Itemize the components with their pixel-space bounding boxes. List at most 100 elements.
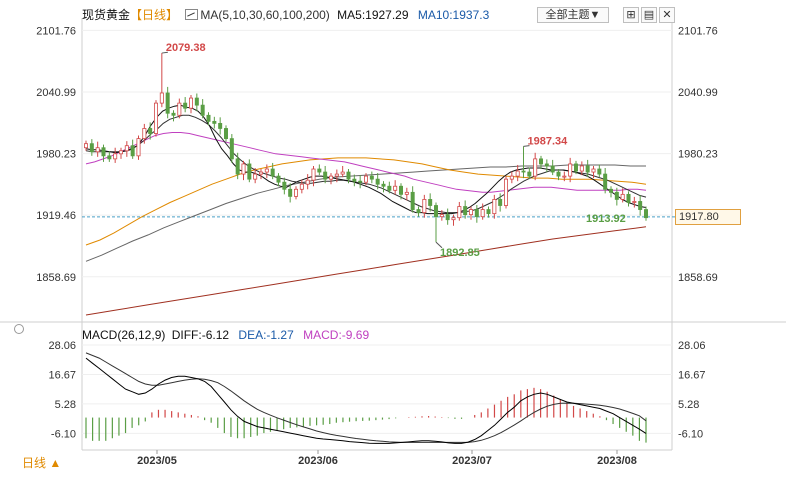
- candle: [486, 206, 491, 218]
- ma-toggle-icon[interactable]: [185, 9, 199, 20]
- y-tick-label: 1919.46: [36, 210, 76, 222]
- close-icon[interactable]: ✕: [659, 7, 675, 23]
- candle: [445, 208, 450, 225]
- candle-up: [119, 150, 124, 155]
- candle: [457, 201, 462, 221]
- candle: [509, 171, 514, 184]
- candle: [340, 165, 345, 178]
- macd-y-tick: 16.67: [48, 369, 76, 381]
- macd-y-tick: 16.67: [678, 369, 706, 381]
- candle: [136, 135, 141, 160]
- candle: [288, 183, 293, 203]
- panel-handle-icon[interactable]: [14, 324, 24, 334]
- candle-down: [486, 209, 491, 215]
- candle: [84, 140, 89, 151]
- candle-down: [544, 163, 549, 167]
- candle: [550, 159, 555, 176]
- candle: [533, 152, 538, 181]
- theme-dropdown[interactable]: 全部主题▼: [537, 7, 609, 23]
- candle: [422, 194, 427, 218]
- candle-down: [165, 92, 170, 114]
- candle: [363, 173, 368, 186]
- candle: [609, 186, 614, 198]
- candle-up: [509, 175, 514, 180]
- grid-view-icon[interactable]: ⊞: [623, 7, 639, 23]
- candle: [247, 159, 252, 183]
- candle: [428, 193, 433, 212]
- candle: [614, 187, 619, 206]
- candle: [317, 164, 322, 176]
- candle-up: [84, 143, 89, 149]
- candle: [451, 214, 456, 226]
- low-june-annotation-pointer: [435, 241, 443, 249]
- candle-up: [568, 163, 573, 177]
- ma10-line: [85, 114, 647, 214]
- candle-down: [282, 181, 287, 190]
- candle-down: [101, 147, 106, 157]
- high-july-annotation-pointer: [523, 145, 530, 147]
- candle-down: [276, 175, 281, 183]
- candle: [119, 147, 124, 159]
- candle: [393, 180, 398, 195]
- candle-down: [288, 188, 293, 197]
- candle: [404, 187, 409, 201]
- candle: [439, 210, 444, 221]
- candle: [468, 206, 473, 220]
- macd-value: MACD:-9.69: [303, 328, 370, 342]
- candle: [591, 165, 596, 179]
- y-tick-label: 1980.23: [678, 149, 718, 161]
- candle-up: [533, 158, 538, 177]
- candle-down: [498, 199, 503, 206]
- main-grid: [0, 18, 786, 451]
- candle-up: [113, 153, 118, 160]
- candle: [212, 116, 217, 129]
- candle-down: [130, 145, 135, 157]
- candle: [299, 179, 304, 194]
- candle-down: [585, 165, 590, 173]
- ma5-line: [85, 104, 647, 215]
- candle-down: [352, 178, 357, 182]
- x-tick-label: 2023/08: [597, 455, 637, 467]
- macd-y-tick: 5.28: [678, 399, 699, 411]
- candle-down: [539, 158, 544, 165]
- candle: [398, 183, 403, 200]
- candle: [433, 202, 438, 243]
- candle-down: [317, 168, 322, 173]
- candle: [282, 177, 287, 195]
- candle: [130, 139, 135, 159]
- candle-down: [375, 178, 380, 185]
- candle-up: [293, 188, 298, 197]
- layout-icon[interactable]: ▤: [641, 7, 657, 23]
- candle: [177, 98, 182, 119]
- candle: [597, 164, 602, 178]
- candle: [334, 169, 339, 183]
- candle-down: [433, 205, 438, 218]
- candle-down: [194, 97, 199, 106]
- candle-down: [171, 112, 176, 116]
- candle-down: [416, 209, 421, 214]
- candle: [223, 125, 228, 142]
- macd-histogram: [85, 387, 647, 443]
- candle-up: [492, 199, 497, 215]
- macd-diff-value: DIFF:-6.12: [171, 328, 230, 342]
- candle: [503, 176, 508, 209]
- candle: [375, 173, 380, 190]
- candle-up: [177, 102, 182, 116]
- candle: [305, 174, 310, 190]
- candle-down: [218, 122, 223, 129]
- timeframe-selector[interactable]: 日线 ▲: [22, 456, 62, 470]
- candle-up: [579, 165, 584, 172]
- y-tick-label: 1858.69: [36, 272, 76, 284]
- candle: [556, 169, 561, 181]
- candle-up: [188, 97, 193, 109]
- candle-up: [328, 175, 333, 180]
- period-tag[interactable]: 【日线】: [130, 8, 179, 22]
- y-tick-label: 2101.76: [678, 25, 718, 37]
- ma5-value: MA5:1927.29: [337, 8, 409, 22]
- candle-down: [148, 128, 153, 134]
- macd-title: MACD(26,12,9): [82, 328, 166, 342]
- macd-y-tick: 28.06: [48, 340, 76, 352]
- y-tick-label: 2101.76: [36, 25, 76, 37]
- candle: [328, 173, 333, 185]
